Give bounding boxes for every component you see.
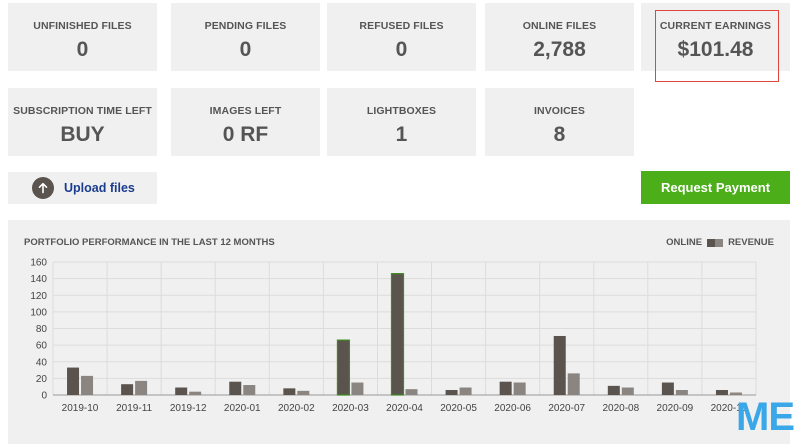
- earnings-highlight-box: [655, 10, 779, 82]
- bar-revenue: [567, 373, 580, 395]
- portfolio-bar-chart: 0 20 40 60 80 100 120 140 160 2019-10 2019-11 2019-…: [30, 258, 757, 414]
- tile-value: $101.48: [677, 38, 754, 61]
- bar-revenue: [405, 389, 418, 395]
- tile-unfinished-files[interactable]: UNFINISHED FILES 0: [8, 3, 157, 71]
- tile-current-earnings[interactable]: CURRENT EARNINGS $101.48: [641, 3, 790, 71]
- bar-online: [336, 339, 351, 396]
- x-tick-label: 2020-05: [440, 403, 477, 414]
- bar-revenue: [297, 390, 310, 395]
- x-tick-label: 2020-09: [657, 403, 694, 414]
- upload-files-button[interactable]: Upload files: [8, 172, 157, 204]
- bar-revenue: [81, 375, 94, 395]
- y-tick-label: 60: [36, 341, 48, 352]
- bar-online: [445, 390, 458, 395]
- upload-files-label: Upload files: [64, 181, 135, 195]
- bar-revenue: [513, 382, 526, 395]
- tile-subscription-time-left[interactable]: SUBSCRIPTION TIME LEFT BUY: [8, 88, 157, 156]
- x-tick-label: 2019-12: [170, 403, 207, 414]
- tile-value: BUY: [60, 123, 105, 146]
- y-tick-label: 120: [30, 291, 47, 302]
- bar-online: [715, 390, 728, 395]
- tile-value: 8: [553, 123, 566, 146]
- tile-label: CURRENT EARNINGS: [659, 20, 772, 32]
- tile-label: REFUSED FILES: [359, 20, 444, 32]
- bar-revenue: [243, 385, 256, 395]
- chart-title: PORTFOLIO PERFORMANCE IN THE LAST 12 MON…: [24, 237, 275, 248]
- y-tick-label: 80: [36, 324, 48, 335]
- y-tick-label: 100: [30, 307, 47, 318]
- tile-invoices[interactable]: INVOICES 8: [485, 88, 634, 156]
- bar-revenue: [459, 387, 472, 395]
- x-tick-label: 2020-10: [711, 403, 748, 414]
- tile-label: UNFINISHED FILES: [33, 20, 132, 32]
- bar-revenue: [135, 380, 148, 395]
- y-tick-label: 160: [30, 258, 47, 269]
- bar-online: [283, 388, 296, 395]
- tile-pending-files[interactable]: PENDING FILES 0: [171, 3, 320, 71]
- tile-label: IMAGES LEFT: [209, 105, 282, 117]
- bar-online: [229, 381, 242, 395]
- chart-legend: ONLINE REVENUE: [666, 237, 774, 248]
- x-tick-label: 2020-07: [548, 403, 585, 414]
- bar-revenue: [189, 391, 202, 395]
- tile-value: 1: [395, 123, 408, 146]
- arrow-up-icon: [32, 177, 54, 199]
- x-tick-label: 2020-04: [386, 403, 423, 414]
- tile-refused-files[interactable]: REFUSED FILES 0: [327, 3, 476, 71]
- tile-label: ONLINE FILES: [522, 20, 597, 32]
- x-tick-label: 2019-10: [62, 403, 99, 414]
- tile-online-files[interactable]: ONLINE FILES 2,788: [485, 3, 634, 71]
- tile-value: 0: [239, 38, 252, 61]
- x-tick-label: 2019-11: [116, 403, 152, 414]
- bar-revenue: [621, 387, 634, 395]
- tile-value: 0 RF: [222, 123, 269, 146]
- legend-swatch: [707, 238, 724, 247]
- bar-online: [175, 387, 188, 395]
- y-tick-label: 20: [36, 374, 48, 385]
- x-tick-label: 2020-03: [332, 403, 369, 414]
- tile-label: LIGHTBOXES: [366, 105, 437, 117]
- bar-revenue: [729, 392, 742, 395]
- legend-revenue-label: REVENUE: [728, 237, 774, 248]
- x-tick-label: 2020-02: [278, 403, 315, 414]
- bar-online: [661, 382, 674, 395]
- bar-online: [121, 384, 134, 395]
- x-tick-label: 2020-01: [224, 403, 261, 414]
- y-tick-label: 0: [41, 391, 47, 402]
- tile-label: SUBSCRIPTION TIME LEFT: [13, 105, 152, 117]
- bar-online: [390, 273, 405, 396]
- watermark-logo: ME: [736, 395, 795, 439]
- x-tick-label: 2020-06: [494, 403, 531, 414]
- y-tick-label: 40: [36, 357, 48, 368]
- tile-value: 2,788: [533, 38, 586, 61]
- x-tick-label: 2020-08: [602, 403, 639, 414]
- tile-value: 0: [395, 38, 408, 61]
- bar-online: [553, 335, 566, 395]
- bar-revenue: [351, 382, 364, 395]
- bar-online: [607, 385, 620, 395]
- portfolio-performance-panel: PORTFOLIO PERFORMANCE IN THE LAST 12 MON…: [8, 220, 790, 444]
- y-tick-label: 140: [30, 274, 47, 285]
- tile-lightboxes[interactable]: LIGHTBOXES 1: [327, 88, 476, 156]
- bar-online: [67, 367, 80, 395]
- bar-online: [499, 381, 512, 395]
- tile-images-left[interactable]: IMAGES LEFT 0 RF: [171, 88, 320, 156]
- request-payment-button[interactable]: Request Payment: [641, 171, 790, 204]
- tile-value: 0: [76, 38, 89, 61]
- tile-label: PENDING FILES: [204, 20, 287, 32]
- bar-revenue: [675, 390, 688, 395]
- legend-online-label: ONLINE: [666, 237, 703, 248]
- tile-label: INVOICES: [534, 105, 585, 117]
